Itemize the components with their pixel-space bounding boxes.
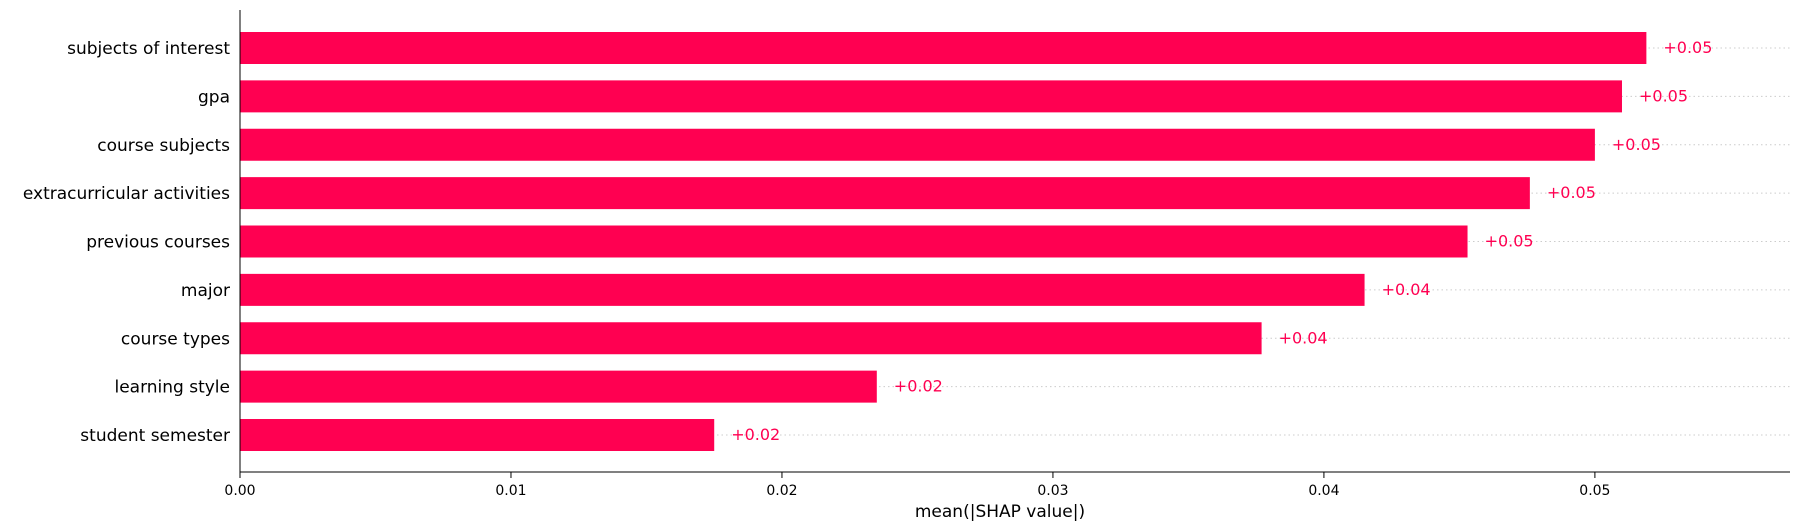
bar-student-semester [240,419,715,451]
value-labels: +0.05 +0.05 +0.05 +0.05 +0.05 +0.04 +0.04 +0.02… [731,38,1712,444]
x-axis-title: mean(|SHAP value|) [915,502,1085,522]
x-tick-label: 0.04 [1308,483,1339,499]
bar-gpa [240,80,1622,113]
category-label: previous courses [86,233,230,253]
value-label: +0.05 [1485,232,1534,251]
x-tick-label: 0.03 [1037,483,1068,499]
category-label: extracurricular activities [23,184,230,204]
category-label: major [181,281,230,301]
value-label: +0.04 [1279,328,1328,347]
category-labels: subjects of interest gpa course subjects ex… [23,39,230,446]
category-label: learning style [114,378,230,398]
x-tick-label: 0.02 [766,483,797,499]
bar-previous-courses [240,225,1468,258]
category-label: gpa [198,87,230,107]
category-label: course subjects [97,136,230,156]
bar-course-types [240,322,1262,355]
bars [240,32,1647,451]
value-label: +0.02 [731,425,780,444]
bar-course-subjects [240,128,1595,161]
x-axis-ticks: 0.00 0.01 0.02 0.03 0.04 0.05 [224,472,1610,499]
category-label: subjects of interest [67,39,230,59]
x-tick-label: 0.00 [224,483,255,499]
value-label: +0.05 [1663,38,1712,57]
bar-extracurricular-activities [240,177,1530,210]
value-label: +0.05 [1612,135,1661,154]
x-tick-label: 0.05 [1579,483,1610,499]
value-label: +0.05 [1639,86,1688,105]
value-label: +0.02 [894,377,943,396]
value-label: +0.04 [1382,280,1431,299]
x-tick-label: 0.01 [495,483,526,499]
category-label: student semester [80,426,230,446]
value-label: +0.05 [1547,183,1596,202]
bar-major [240,273,1365,306]
bar-subjects-of-interest [240,32,1647,64]
category-label: course types [121,329,230,349]
bar-learning-style [240,370,877,403]
